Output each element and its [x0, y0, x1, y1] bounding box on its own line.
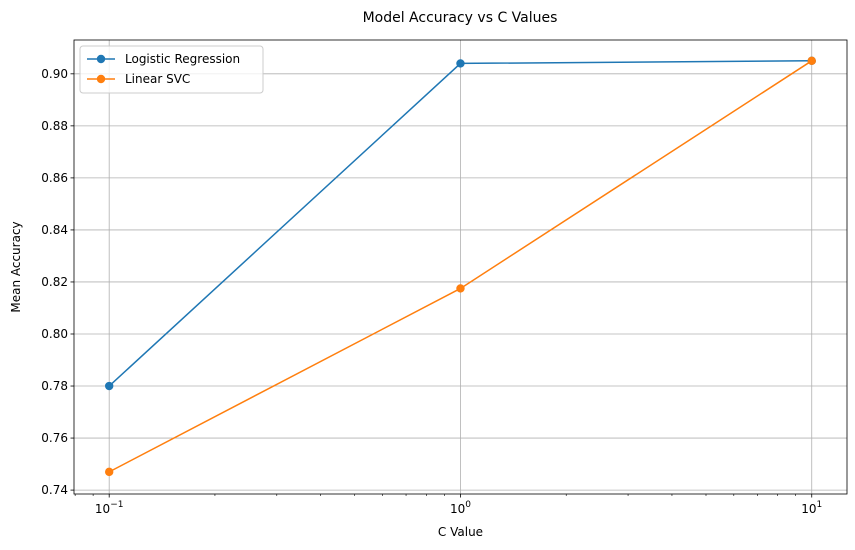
y-axis-label: Mean Accuracy — [9, 221, 23, 312]
y-tick-label: 0.74 — [41, 483, 68, 497]
y-tick-label: 0.90 — [41, 67, 68, 81]
y-tick-label: 0.80 — [41, 327, 68, 341]
legend: Logistic Regression Linear SVC — [79, 45, 264, 94]
y-tick-label: 0.86 — [41, 171, 68, 185]
y-tick-label: 0.88 — [41, 119, 68, 133]
grid-lines — [74, 40, 847, 494]
x-axis: 10−1 100 101 — [74, 494, 822, 516]
chart-title: Model Accuracy vs C Values — [363, 10, 558, 26]
y-tick-label: 0.76 — [41, 431, 68, 445]
data-point — [456, 59, 465, 68]
x-tick-label: 10−1 — [95, 500, 124, 516]
x-tick-label: 100 — [450, 500, 471, 516]
y-tick-label: 0.82 — [41, 275, 68, 289]
data-point — [456, 284, 465, 293]
data-point — [104, 381, 114, 391]
series-layer — [104, 56, 816, 477]
y-tick-label: 0.78 — [41, 379, 68, 393]
data-point — [807, 56, 816, 66]
legend-marker — [96, 74, 106, 84]
legend-entry: Logistic Regression — [125, 52, 240, 66]
legend-entry: Linear SVC — [125, 72, 190, 86]
data-point — [104, 467, 114, 477]
legend-marker — [96, 54, 106, 64]
x-tick-label: 101 — [801, 500, 822, 516]
y-axis: 0.74 0.76 0.78 0.80 0.82 0.84 0.86 0.88 0.90 — [41, 67, 74, 497]
x-axis-label: C Value — [438, 525, 483, 539]
legend-box — [79, 45, 264, 94]
y-tick-label: 0.84 — [41, 223, 68, 237]
